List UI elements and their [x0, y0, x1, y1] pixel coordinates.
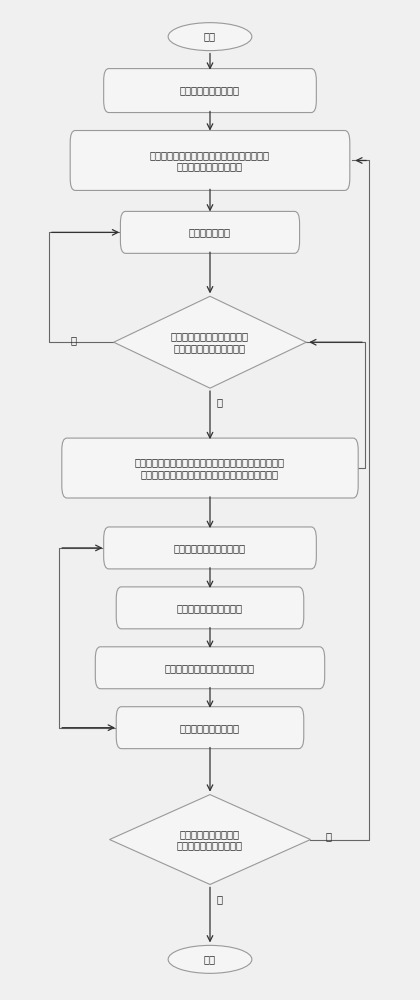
Text: 机械手回参考点，真空系统卸压，气缸活塞杆
归零位，更换新批次工件: 机械手回参考点，真空系统卸压，气缸活塞杆 归零位，更换新批次工件: [150, 150, 270, 171]
Text: 开始: 开始: [204, 32, 216, 42]
Text: 机械手回待抓取工件位，抓取工件: 机械手回待抓取工件位，抓取工件: [165, 663, 255, 673]
Text: 是: 是: [216, 397, 222, 407]
Text: 否: 否: [71, 335, 77, 345]
Text: 真空系统卸压，释放工件: 真空系统卸压，释放工件: [177, 603, 243, 613]
Text: 程序初始化，系统自检: 程序初始化，系统自检: [180, 86, 240, 96]
Text: 该批次作业任务完成，
是否进入下一批次作业？: 该批次作业任务完成， 是否进入下一批次作业？: [177, 829, 243, 850]
Text: 结束: 结束: [204, 954, 216, 964]
Text: 是: 是: [325, 832, 331, 842]
FancyBboxPatch shape: [95, 647, 325, 689]
FancyBboxPatch shape: [116, 707, 304, 749]
Ellipse shape: [168, 945, 252, 973]
Text: 真空系统进入保压状态: 真空系统进入保压状态: [180, 723, 240, 733]
Text: 数字真空压力表检测的吸盘真
空度是否达到参考值范围？: 数字真空压力表检测的吸盘真 空度是否达到参考值范围？: [171, 331, 249, 353]
Polygon shape: [114, 296, 306, 388]
FancyBboxPatch shape: [121, 211, 299, 253]
FancyBboxPatch shape: [104, 69, 316, 113]
Text: 否: 否: [216, 894, 222, 904]
Text: 机械手抓取工件至指定位置: 机械手抓取工件至指定位置: [174, 543, 246, 553]
FancyBboxPatch shape: [62, 438, 358, 498]
Ellipse shape: [168, 23, 252, 51]
Text: 气缸活塞杆运动: 气缸活塞杆运动: [189, 227, 231, 237]
FancyBboxPatch shape: [104, 527, 316, 569]
Text: 气缸活塞杆停止运动，位置数据被传送至控制系统，真空
系统进入保压状态，输出保压真空度数值至控制系统: 气缸活塞杆停止运动，位置数据被传送至控制系统，真空 系统进入保压状态，输出保压真…: [135, 457, 285, 479]
FancyBboxPatch shape: [116, 587, 304, 629]
FancyBboxPatch shape: [70, 131, 350, 190]
Polygon shape: [110, 795, 310, 884]
